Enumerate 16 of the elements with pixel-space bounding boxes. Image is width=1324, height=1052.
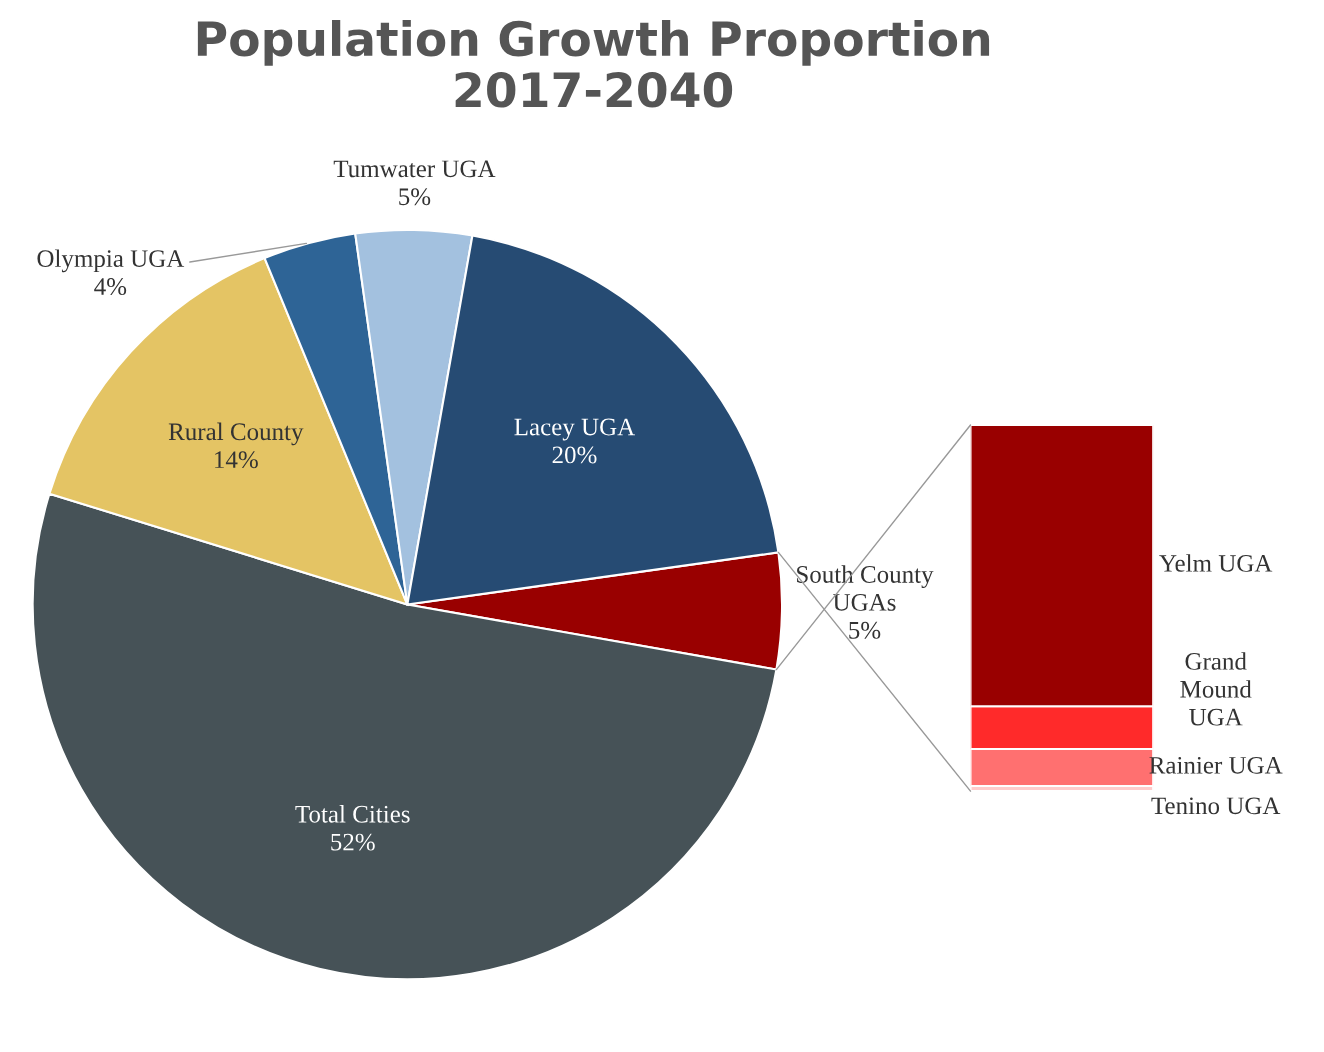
data-label: 20% xyxy=(552,446,597,464)
slice-label: Rural County xyxy=(168,422,304,446)
data-label: 52% xyxy=(331,833,375,851)
data-label: 4% xyxy=(94,278,127,296)
slice-label: Total Cities xyxy=(295,805,410,823)
series-label: Tenino UGA xyxy=(1151,797,1281,815)
data-label: 5% xyxy=(849,621,881,639)
slice-label: South County UGAs xyxy=(797,565,934,611)
series-label: Yelm UGA xyxy=(1159,554,1273,572)
slice-label: Olympia UGA xyxy=(37,249,185,273)
slice-label: Tumwater UGA xyxy=(333,160,496,178)
slice-label: Lacey UGA xyxy=(514,418,636,441)
chart-title: Population Growth Proportion 2017-2040 xyxy=(197,19,990,108)
data-label: 14% xyxy=(215,451,258,469)
data-label: 5% xyxy=(399,188,431,206)
series-label: Grand Mound UGA xyxy=(1180,652,1252,726)
